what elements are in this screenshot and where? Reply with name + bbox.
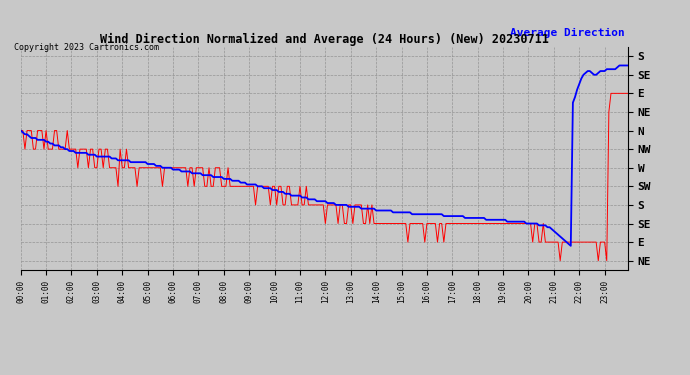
Text: Copyright 2023 Cartronics.com: Copyright 2023 Cartronics.com xyxy=(14,43,159,52)
Text: Average Direction: Average Direction xyxy=(510,28,625,38)
Title: Wind Direction Normalized and Average (24 Hours) (New) 20230711: Wind Direction Normalized and Average (2… xyxy=(100,33,549,46)
